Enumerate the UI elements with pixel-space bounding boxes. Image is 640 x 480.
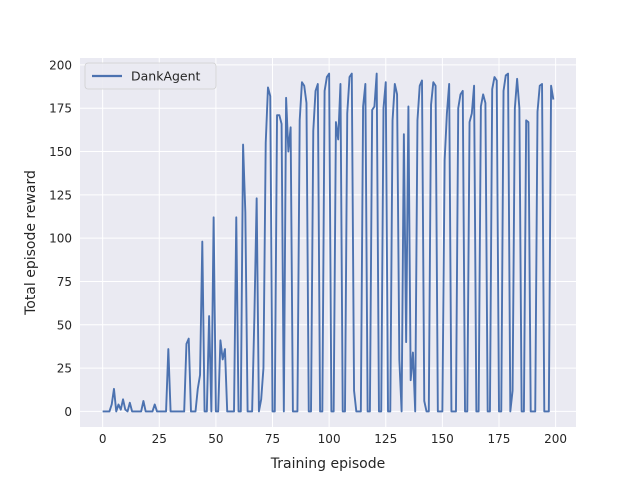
x-tick-label: 200 — [544, 432, 567, 446]
y-tick-label: 75 — [57, 275, 72, 289]
y-tick-label: 150 — [49, 145, 72, 159]
x-tick-label: 150 — [431, 432, 454, 446]
legend-box — [84, 62, 217, 90]
y-tick-label: 175 — [49, 102, 72, 116]
x-tick-label: 175 — [488, 432, 511, 446]
x-tick-label: 125 — [374, 432, 397, 446]
y-tick-label: 100 — [49, 232, 72, 246]
series-layer — [102, 72, 555, 413]
tick-labels: 0 25 50 75 100 125 150 175 200 0 25 50 75 100 125 150 17… — [49, 58, 567, 446]
plot-background — [80, 58, 576, 427]
x-tick-label: 0 — [99, 432, 107, 446]
y-tick-label: 0 — [64, 405, 72, 419]
x-tick-label: 25 — [152, 432, 167, 446]
y-tick-label: 50 — [57, 318, 72, 332]
legend: DankAgent — [84, 62, 217, 90]
legend-label-dankagent: DankAgent — [131, 69, 201, 84]
x-tick-label: 75 — [265, 432, 280, 446]
gridlines — [80, 58, 576, 427]
y-tick-label: 200 — [49, 58, 72, 72]
x-tick-label: 50 — [208, 432, 223, 446]
x-tick-label: 100 — [318, 432, 341, 446]
series-line-dankagent — [102, 72, 555, 413]
y-tick-label: 125 — [49, 188, 72, 202]
y-axis-label: Total episode reward — [23, 170, 39, 316]
x-axis-label: Training episode — [270, 456, 385, 472]
y-tick-label: 25 — [57, 362, 72, 376]
